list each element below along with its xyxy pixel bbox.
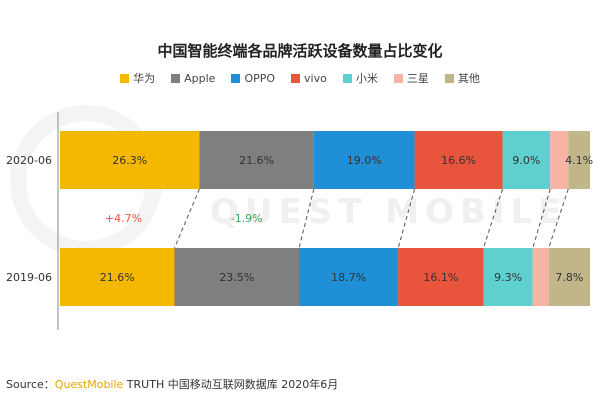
legend-label: vivo bbox=[304, 71, 327, 85]
legend-label: OPPO bbox=[244, 71, 276, 85]
bar-value-label: 4.1% bbox=[565, 154, 593, 167]
chart-title: 中国智能终端各品牌活跃设备数量占比变化 bbox=[157, 42, 443, 60]
legend-label: 三星 bbox=[406, 72, 429, 85]
source-note: Source：QuestMobile TRUTH 中国移动互联网数据库 2020… bbox=[6, 376, 338, 392]
bar-value-label: 9.0% bbox=[512, 154, 540, 167]
bar-segment bbox=[532, 248, 549, 306]
legend-swatch bbox=[120, 73, 130, 83]
bar-segment bbox=[414, 131, 503, 189]
legend-swatch bbox=[342, 73, 352, 83]
bar-segment bbox=[568, 131, 590, 189]
connector-line bbox=[174, 188, 200, 249]
legend-label: 小米 bbox=[355, 72, 378, 85]
bar-value-label: 9.3% bbox=[494, 271, 522, 284]
change-annotation: +4.7% bbox=[105, 212, 142, 225]
connector-line bbox=[482, 188, 504, 249]
watermark: QUEST MOBILE bbox=[210, 192, 568, 232]
legend-swatch bbox=[393, 73, 403, 83]
bar-segment bbox=[174, 248, 300, 306]
bar-segment bbox=[502, 131, 551, 189]
source-prefix: Source： bbox=[6, 378, 55, 391]
bar-value-label: 18.7% bbox=[331, 271, 366, 284]
legend-swatch bbox=[291, 73, 301, 83]
bar-value-label: 7.8% bbox=[555, 271, 583, 284]
bar-segment bbox=[483, 248, 533, 306]
legend-swatch bbox=[444, 73, 454, 83]
legend-label: Apple bbox=[184, 71, 216, 85]
legend-swatch bbox=[231, 73, 241, 83]
connector-line bbox=[532, 188, 551, 249]
legend-label: 其他 bbox=[457, 72, 480, 85]
source-brand: QuestMobile bbox=[54, 378, 124, 391]
bar-segment bbox=[199, 131, 314, 189]
category-label: 2019-06 bbox=[6, 271, 52, 284]
bar-segment bbox=[299, 248, 399, 306]
bar-segment bbox=[313, 131, 415, 189]
bar-value-label: 23.5% bbox=[219, 271, 254, 284]
change-annotation: -1.9% bbox=[231, 212, 263, 225]
legend-item: 三星 bbox=[393, 70, 429, 86]
category-label: 2020-06 bbox=[6, 154, 52, 167]
bar-value-label: 21.6% bbox=[100, 271, 135, 284]
legend-label: 华为 bbox=[133, 72, 156, 85]
source-suffix: TRUTH 中国移动互联网数据库 2020年6月 bbox=[123, 378, 339, 391]
legend-item: 其他 bbox=[444, 70, 480, 86]
bar-segment bbox=[550, 131, 569, 189]
legend-item: 华为 bbox=[120, 70, 155, 86]
bar-value-label: 16.6% bbox=[441, 154, 476, 167]
bar-value-label: 19.0% bbox=[347, 154, 382, 167]
bar-segment bbox=[548, 248, 590, 306]
bar-value-label: 21.6% bbox=[239, 154, 274, 167]
bar-segment bbox=[398, 248, 484, 306]
bar-segment bbox=[60, 131, 200, 189]
legend-item: 小米 bbox=[342, 70, 378, 86]
chart-legend: 华为 Apple OPPO vivo 小米 三星 其他 bbox=[0, 70, 600, 86]
legend-item: Apple bbox=[171, 70, 215, 86]
bar-segment bbox=[60, 248, 175, 306]
connector-line bbox=[397, 188, 416, 249]
connector-line bbox=[298, 188, 315, 249]
legend-item: vivo bbox=[291, 70, 327, 86]
legend-item: OPPO bbox=[231, 70, 275, 86]
connector-line bbox=[548, 188, 569, 249]
legend-swatch bbox=[171, 73, 181, 83]
bar-value-label: 26.3% bbox=[112, 154, 147, 167]
bar-value-label: 16.1% bbox=[423, 271, 458, 284]
